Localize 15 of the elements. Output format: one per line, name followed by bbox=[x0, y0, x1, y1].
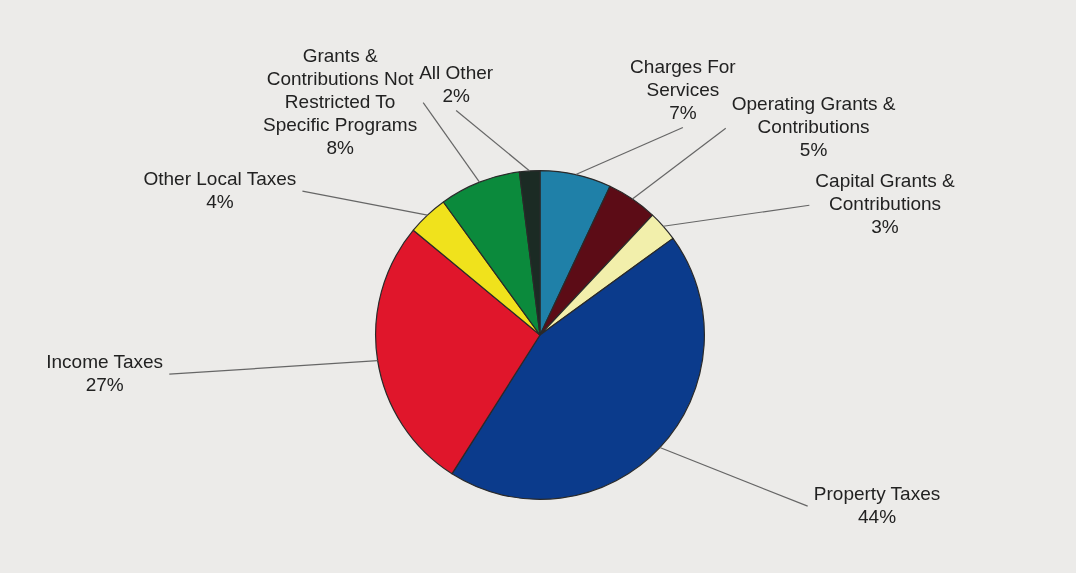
slice-label: Operating Grants & Contributions bbox=[731, 93, 896, 138]
slice-label: Capital Grants & Contributions bbox=[815, 170, 956, 215]
slice-label: Property Taxes bbox=[813, 482, 941, 504]
data-label: 5% bbox=[799, 139, 828, 161]
data-label: 3% bbox=[871, 216, 899, 238]
data-label: 27% bbox=[85, 373, 124, 395]
data-label: 4% bbox=[206, 190, 234, 212]
slice-label: Income Taxes bbox=[46, 350, 164, 372]
data-label: 8% bbox=[326, 136, 354, 158]
slice-label: All Other bbox=[419, 62, 494, 84]
data-label: 44% bbox=[857, 505, 897, 527]
slice-label: Grants & Contributions Not Restricted To Specific Programs bbox=[263, 44, 418, 135]
data-label: 7% bbox=[669, 102, 697, 124]
data-label: 2% bbox=[442, 85, 470, 107]
slice-label: Other Local Taxes bbox=[143, 167, 297, 189]
